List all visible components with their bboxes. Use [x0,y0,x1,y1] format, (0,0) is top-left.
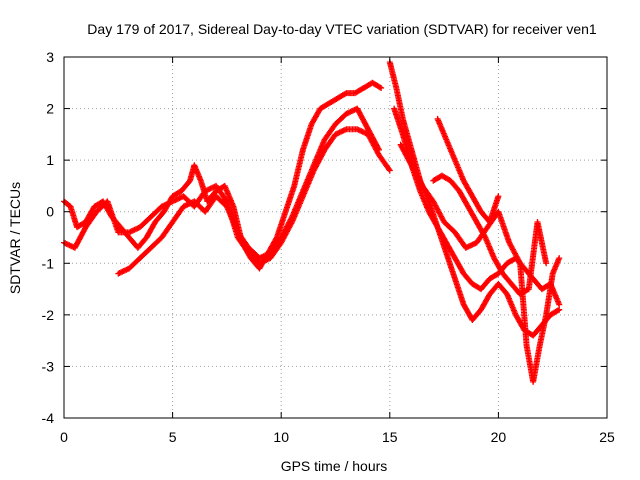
data-points [61,59,563,385]
chart-title: Day 179 of 2017, Sidereal Day-to-day VTE… [87,21,597,37]
x-tick-label: 0 [60,429,68,445]
x-tick-label: 5 [169,429,177,445]
x-axis-label: GPS time / hours [281,458,388,474]
y-tick-label: -2 [42,307,55,323]
data-point [556,255,563,262]
x-tick-label: 20 [491,429,507,445]
data-point [556,306,563,313]
data-point [342,90,349,97]
series-arc-7 [430,172,550,298]
x-tick-label: 10 [273,429,289,445]
axis-ticks: 0 5 10 15 20 25 -4 -3 -2 -1 0 1 2 3 [42,49,615,445]
y-tick-label: 0 [46,204,54,220]
series-arc-1 [61,79,385,272]
y-axis-label: SDTVAR / TECUs [7,182,23,294]
x-tick-label: 25 [599,429,615,445]
plot-frame [63,56,608,419]
series-arc-3 [115,105,382,277]
series-arc-8 [434,115,502,226]
data-point [385,166,392,173]
data-point [376,84,383,91]
y-tick-label: 3 [46,49,54,65]
data-point [556,301,563,308]
series-arc-6 [397,141,563,385]
y-tick-label: 2 [46,101,54,117]
x-tick-label: 15 [382,429,398,445]
data-point [386,167,393,174]
data-point [554,307,561,314]
data-point [481,233,488,240]
y-tick-label: -3 [42,358,55,374]
data-point [378,84,385,91]
y-tick-label: -1 [42,255,55,271]
y-tick-label: 1 [46,152,54,168]
y-tick-label: -4 [42,410,55,426]
data-point [495,193,502,200]
data-point [375,146,382,153]
data-point [543,260,550,267]
series-arc-4 [386,59,563,339]
